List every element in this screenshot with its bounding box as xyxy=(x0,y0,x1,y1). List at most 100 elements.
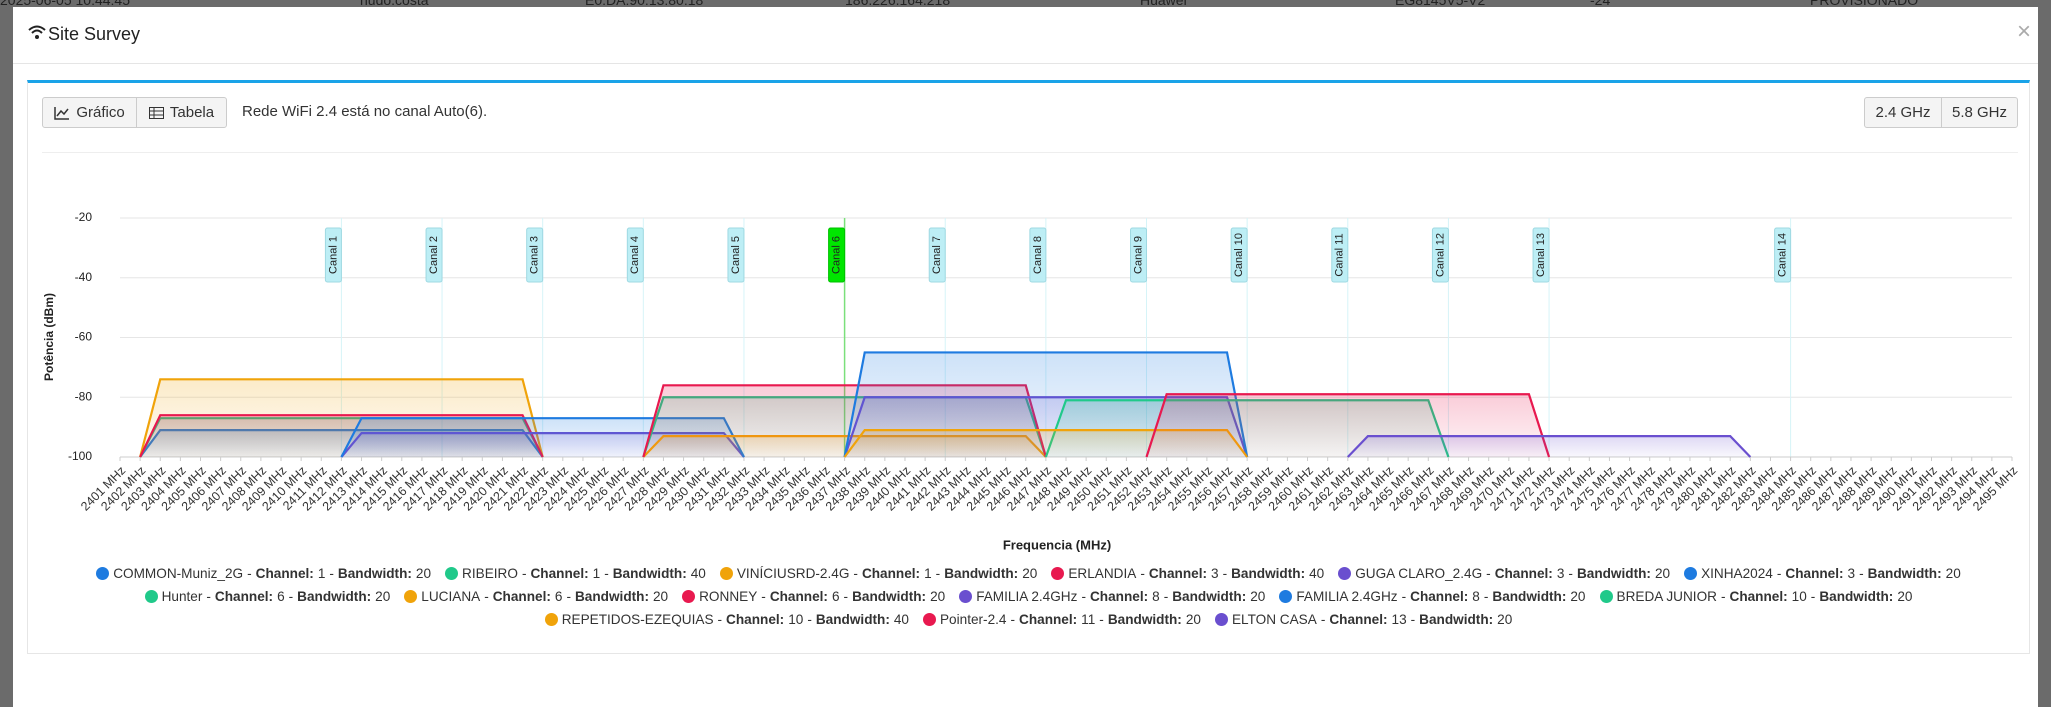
background-cell: EG8145V5-V2 xyxy=(1395,0,1486,8)
legend-term: Channel: xyxy=(1729,589,1788,604)
legend-term: Bandwidth: xyxy=(574,589,649,604)
legend-separator: - xyxy=(1081,589,1086,604)
legend-bandwidth: 40 xyxy=(893,612,909,627)
legend-term: Channel: xyxy=(861,566,921,581)
legend-bandwidth: 20 xyxy=(1654,566,1671,581)
legend-channel: 1 xyxy=(592,566,601,581)
legend-swatch xyxy=(1214,613,1228,626)
legend-separator: - xyxy=(1776,566,1782,581)
channel-box xyxy=(1774,227,1792,283)
legend-separator: - xyxy=(1222,566,1228,581)
legend-swatch xyxy=(445,567,459,580)
channel-box xyxy=(1532,227,1550,283)
legend-bandwidth: 40 xyxy=(690,566,706,581)
legend-swatch xyxy=(1338,567,1352,580)
legend-bandwidth: 20 xyxy=(375,589,391,604)
legend-swatch xyxy=(404,590,418,603)
legend-bandwidth: 20 xyxy=(1497,612,1513,627)
chart: Potência (dBm) Frequencia (MHz) -20 -40 -60 -… xyxy=(42,210,2020,552)
legend: COMMON-Muniz_2G - Channel: 1- Bandwidth: 20 RI… xyxy=(27,566,2030,627)
legend-item[interactable]: REPETIDOS-EZEQUIAS - Channel: 10- Bandwidth:… xyxy=(544,612,909,627)
channel-label: Canal 9 xyxy=(1132,236,1144,274)
channel-box xyxy=(928,227,946,283)
channel-label: Canal 5 xyxy=(730,236,742,274)
legend-name: LUCIANA xyxy=(421,589,481,604)
legend-separator: - xyxy=(329,566,334,581)
y-tick-label: -40 xyxy=(75,270,93,284)
legend-channel: 8 xyxy=(1472,589,1480,604)
legend-swatch xyxy=(544,613,558,626)
legend-item[interactable]: ELTON CASA - Channel: 13- Bandwidth: 20 xyxy=(1214,612,1513,627)
legend-name: Hunter xyxy=(161,589,203,604)
legend-term: Bandwidth: xyxy=(612,566,687,581)
legend-name: BREDA JUNIOR xyxy=(1616,589,1717,604)
channel-label: Canal 10 xyxy=(1233,233,1245,277)
legend-channel: 6 xyxy=(831,589,840,604)
legend-item[interactable]: BREDA JUNIOR - Channel: 10- Bandwidth: 20 xyxy=(1599,589,1912,604)
legend-name: REPETIDOS-EZEQUIAS xyxy=(561,612,714,627)
legend-bandwidth: 20 xyxy=(652,589,669,604)
table-button[interactable]: Tabela xyxy=(136,97,227,128)
legend-name: VINÍCIUSRD-2.4G xyxy=(736,566,850,581)
band-button[interactable]: 5.8 GHz xyxy=(1941,97,2018,128)
legend-channel: 6 xyxy=(554,589,563,604)
channel-label: Canal 14 xyxy=(1777,233,1789,277)
channel-box xyxy=(1029,227,1047,283)
legend-item[interactable]: COMMON-Muniz_2G - Channel: 1- Bandwidth: 20 xyxy=(96,566,431,581)
legend-separator: - xyxy=(1410,612,1416,627)
button-label: Gráfico xyxy=(76,104,125,121)
legend-item[interactable]: ERLANDIA - Channel: 3- Bandwidth: 40 xyxy=(1051,566,1324,581)
channel-box xyxy=(1130,227,1148,283)
chart-button[interactable]: Gráfico xyxy=(42,97,137,128)
legend-name: FAMILIA 2.4GHz xyxy=(1296,589,1398,604)
channel-box xyxy=(828,227,846,283)
legend-channel: 13 xyxy=(1391,612,1407,627)
legend-name: GUGA CLARO_2.4G xyxy=(1355,566,1483,581)
series-line xyxy=(1346,434,1752,458)
background-cell: Huawei xyxy=(1140,0,1187,8)
legend-term: Channel: xyxy=(1494,566,1553,581)
legend-term: Bandwidth: xyxy=(1419,612,1494,627)
modal-title: Site Survey xyxy=(48,24,141,44)
legend-separator: - xyxy=(604,566,609,581)
x-axis-label: Frequencia (MHz) xyxy=(1003,537,1111,552)
legend-item[interactable]: FAMILIA 2.4GHz - Channel: 8- Bandwidth: 20 xyxy=(959,589,1265,604)
channel-box xyxy=(1230,227,1248,283)
legend-separator: - xyxy=(1568,566,1573,581)
legend-item[interactable]: LUCIANA - Channel: 6- Bandwidth: 20 xyxy=(404,589,668,604)
close-button[interactable]: × xyxy=(2017,18,2032,45)
channel-label: Canal 2 xyxy=(428,236,440,274)
legend-term: Bandwidth: xyxy=(297,589,372,604)
legend-separator: - xyxy=(1859,566,1864,581)
legend-separator: - xyxy=(247,566,252,581)
background-cell: 186.226.164.218 xyxy=(845,0,951,8)
legend-channel: 1 xyxy=(924,566,932,581)
channel-label: Canal 7 xyxy=(931,236,943,274)
legend-item[interactable]: XINHA2024- Channel: 3- Bandwidth: 20 xyxy=(1684,566,1961,581)
legend-term: Bandwidth: xyxy=(815,612,890,627)
legend-separator: - xyxy=(1401,589,1407,604)
legend-term: Channel: xyxy=(1019,612,1078,627)
legend-item[interactable]: GUGA CLARO_2.4G - Channel: 3- Bandwidth: 20 xyxy=(1338,566,1670,581)
legend-separator: - xyxy=(1010,612,1016,627)
legend-name: RIBEIRO xyxy=(462,566,518,581)
y-tick-label: -20 xyxy=(75,210,93,224)
legend-item[interactable]: RIBEIRO - Channel: 1- Bandwidth: 40 xyxy=(445,566,706,581)
status-text: Rede WiFi 2.4 está no canal Auto(6). xyxy=(242,103,488,120)
legend-item[interactable]: Pointer-2.4- Channel: 11- Bandwidth: 20 xyxy=(922,612,1201,627)
legend-term: Channel: xyxy=(492,589,551,604)
legend-item[interactable]: VINÍCIUSRD-2.4G - Channel: 1- Bandwidth: 20 xyxy=(719,566,1037,581)
legend-item[interactable]: FAMILIA 2.4GHz - Channel: 8- Bandwidth: 20 xyxy=(1279,589,1586,604)
legend-swatch xyxy=(682,590,696,603)
legend-bandwidth: 20 xyxy=(1570,589,1586,604)
legend-separator: - xyxy=(1486,566,1491,581)
legend-channel: 3 xyxy=(1211,566,1219,581)
background-cell: -24 xyxy=(1590,0,1611,8)
channel-label: Canal 4 xyxy=(629,236,641,274)
legend-separator: - xyxy=(1810,589,1816,604)
legend-term: Bandwidth: xyxy=(1576,566,1651,581)
legend-channel: 3 xyxy=(1556,566,1565,581)
legend-channel: 10 xyxy=(1791,589,1807,604)
legend-item[interactable]: RONNEY - Channel: 6- Bandwidth: 20 xyxy=(682,589,945,604)
legend-item[interactable]: Hunter - Channel: 6- Bandwidth: 20 xyxy=(144,589,391,604)
